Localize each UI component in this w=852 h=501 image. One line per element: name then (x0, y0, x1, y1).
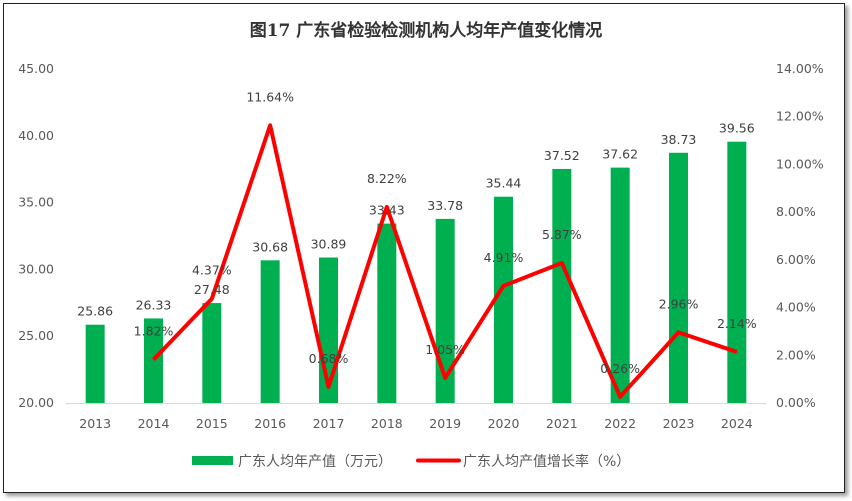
x-tick-label: 2017 (313, 416, 345, 431)
x-tick-label: 2018 (371, 416, 403, 431)
y-right-tick-label: 10.00% (776, 156, 824, 171)
bar-data-label: 27.48 (194, 282, 230, 297)
bar (610, 167, 630, 403)
x-tick-label: 2019 (429, 416, 461, 431)
bar-data-label: 26.33 (136, 297, 172, 312)
y-left-tick-label: 35.00 (18, 195, 54, 210)
y-left-tick-label: 45.00 (18, 61, 54, 76)
x-tick-label: 2014 (138, 416, 170, 431)
line-data-label: 0.68% (309, 351, 349, 366)
y-left-tick-label: 30.00 (18, 261, 54, 276)
bar-data-label: 37.62 (602, 147, 638, 162)
bar (669, 152, 688, 403)
line-data-label: 2.96% (659, 296, 699, 311)
x-tick-label: 2015 (196, 416, 228, 431)
bar-data-label: 38.73 (661, 132, 697, 147)
bar-data-label: 37.52 (544, 148, 580, 163)
y-right-tick-label: 0.00% (776, 395, 816, 410)
x-tick-label: 2020 (488, 416, 520, 431)
chart-frame (3, 3, 845, 493)
line-data-label: 1.82% (134, 324, 174, 339)
y-left-tick-label: 25.00 (18, 328, 54, 343)
y-left-tick-label: 20.00 (18, 395, 54, 410)
bar (494, 196, 513, 403)
bar-data-label: 25.86 (77, 304, 113, 319)
line-data-label: 4.91% (484, 250, 524, 265)
line-data-label: 2.14% (717, 316, 757, 331)
legend: 广东人均年产值（万元） 广东人均产值增长率（%） (192, 453, 630, 470)
line-data-label: 1.05% (425, 342, 465, 357)
bar-data-label: 35.44 (486, 176, 522, 191)
y-right-tick-label: 8.00% (776, 204, 816, 219)
line-data-label: 4.37% (192, 263, 232, 278)
line-data-label: 0.26% (600, 361, 640, 376)
bar (85, 324, 105, 403)
y-right-tick-label: 6.00% (776, 252, 816, 267)
x-tick-label: 2023 (663, 416, 695, 431)
x-tick-label: 2024 (721, 416, 753, 431)
bar-data-label: 33.43 (369, 203, 405, 218)
y-right-tick-label: 2.00% (776, 347, 816, 362)
bar-data-label: 33.78 (427, 198, 463, 213)
y-right-tick-label: 4.00% (776, 300, 816, 315)
bar (377, 223, 397, 403)
x-tick-label: 2021 (546, 416, 578, 431)
legend-bar-label: 广东人均年产值（万元） (238, 454, 392, 470)
bar-data-label: 30.89 (311, 237, 347, 252)
y-right-tick-label: 14.00% (776, 61, 824, 76)
line-data-label: 11.64% (246, 89, 294, 104)
y-right-tick-label: 12.00% (776, 109, 824, 124)
legend-bar-swatch (192, 456, 233, 465)
x-tick-label: 2022 (604, 416, 636, 431)
bar (202, 303, 222, 403)
x-tick-label: 2013 (79, 416, 111, 431)
x-tick-label: 2016 (254, 416, 286, 431)
bar-data-label: 30.68 (252, 239, 288, 254)
bar (727, 141, 747, 403)
bar (144, 318, 163, 403)
legend-line-label: 广东人均产值增长率（%） (463, 453, 630, 470)
bar (260, 260, 280, 403)
y-left-tick-label: 40.00 (18, 128, 54, 143)
chart-title: 图17 广东省检验检测机构人均年产值变化情况 (250, 20, 603, 41)
bar (552, 168, 572, 403)
bar-data-label: 39.56 (719, 121, 755, 136)
line-data-label: 8.22% (367, 171, 407, 186)
bar (435, 218, 455, 403)
line-data-label: 5.87% (542, 227, 582, 242)
